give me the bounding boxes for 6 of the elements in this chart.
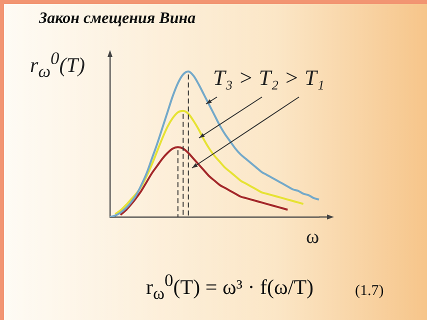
annotation: T₃ > T₂ > T₁ xyxy=(213,65,324,91)
text: r$_{ω}$$^{0}$(T) = ω³ · f(ω/T) xyxy=(146,270,314,304)
text: (1.7) xyxy=(355,283,384,300)
chart-title: Закон смещения Вина xyxy=(39,10,196,28)
y-axis-title: r$_{ω}$$^{0}$(T) xyxy=(30,48,85,82)
x-axis-title: ω xyxy=(306,226,320,249)
